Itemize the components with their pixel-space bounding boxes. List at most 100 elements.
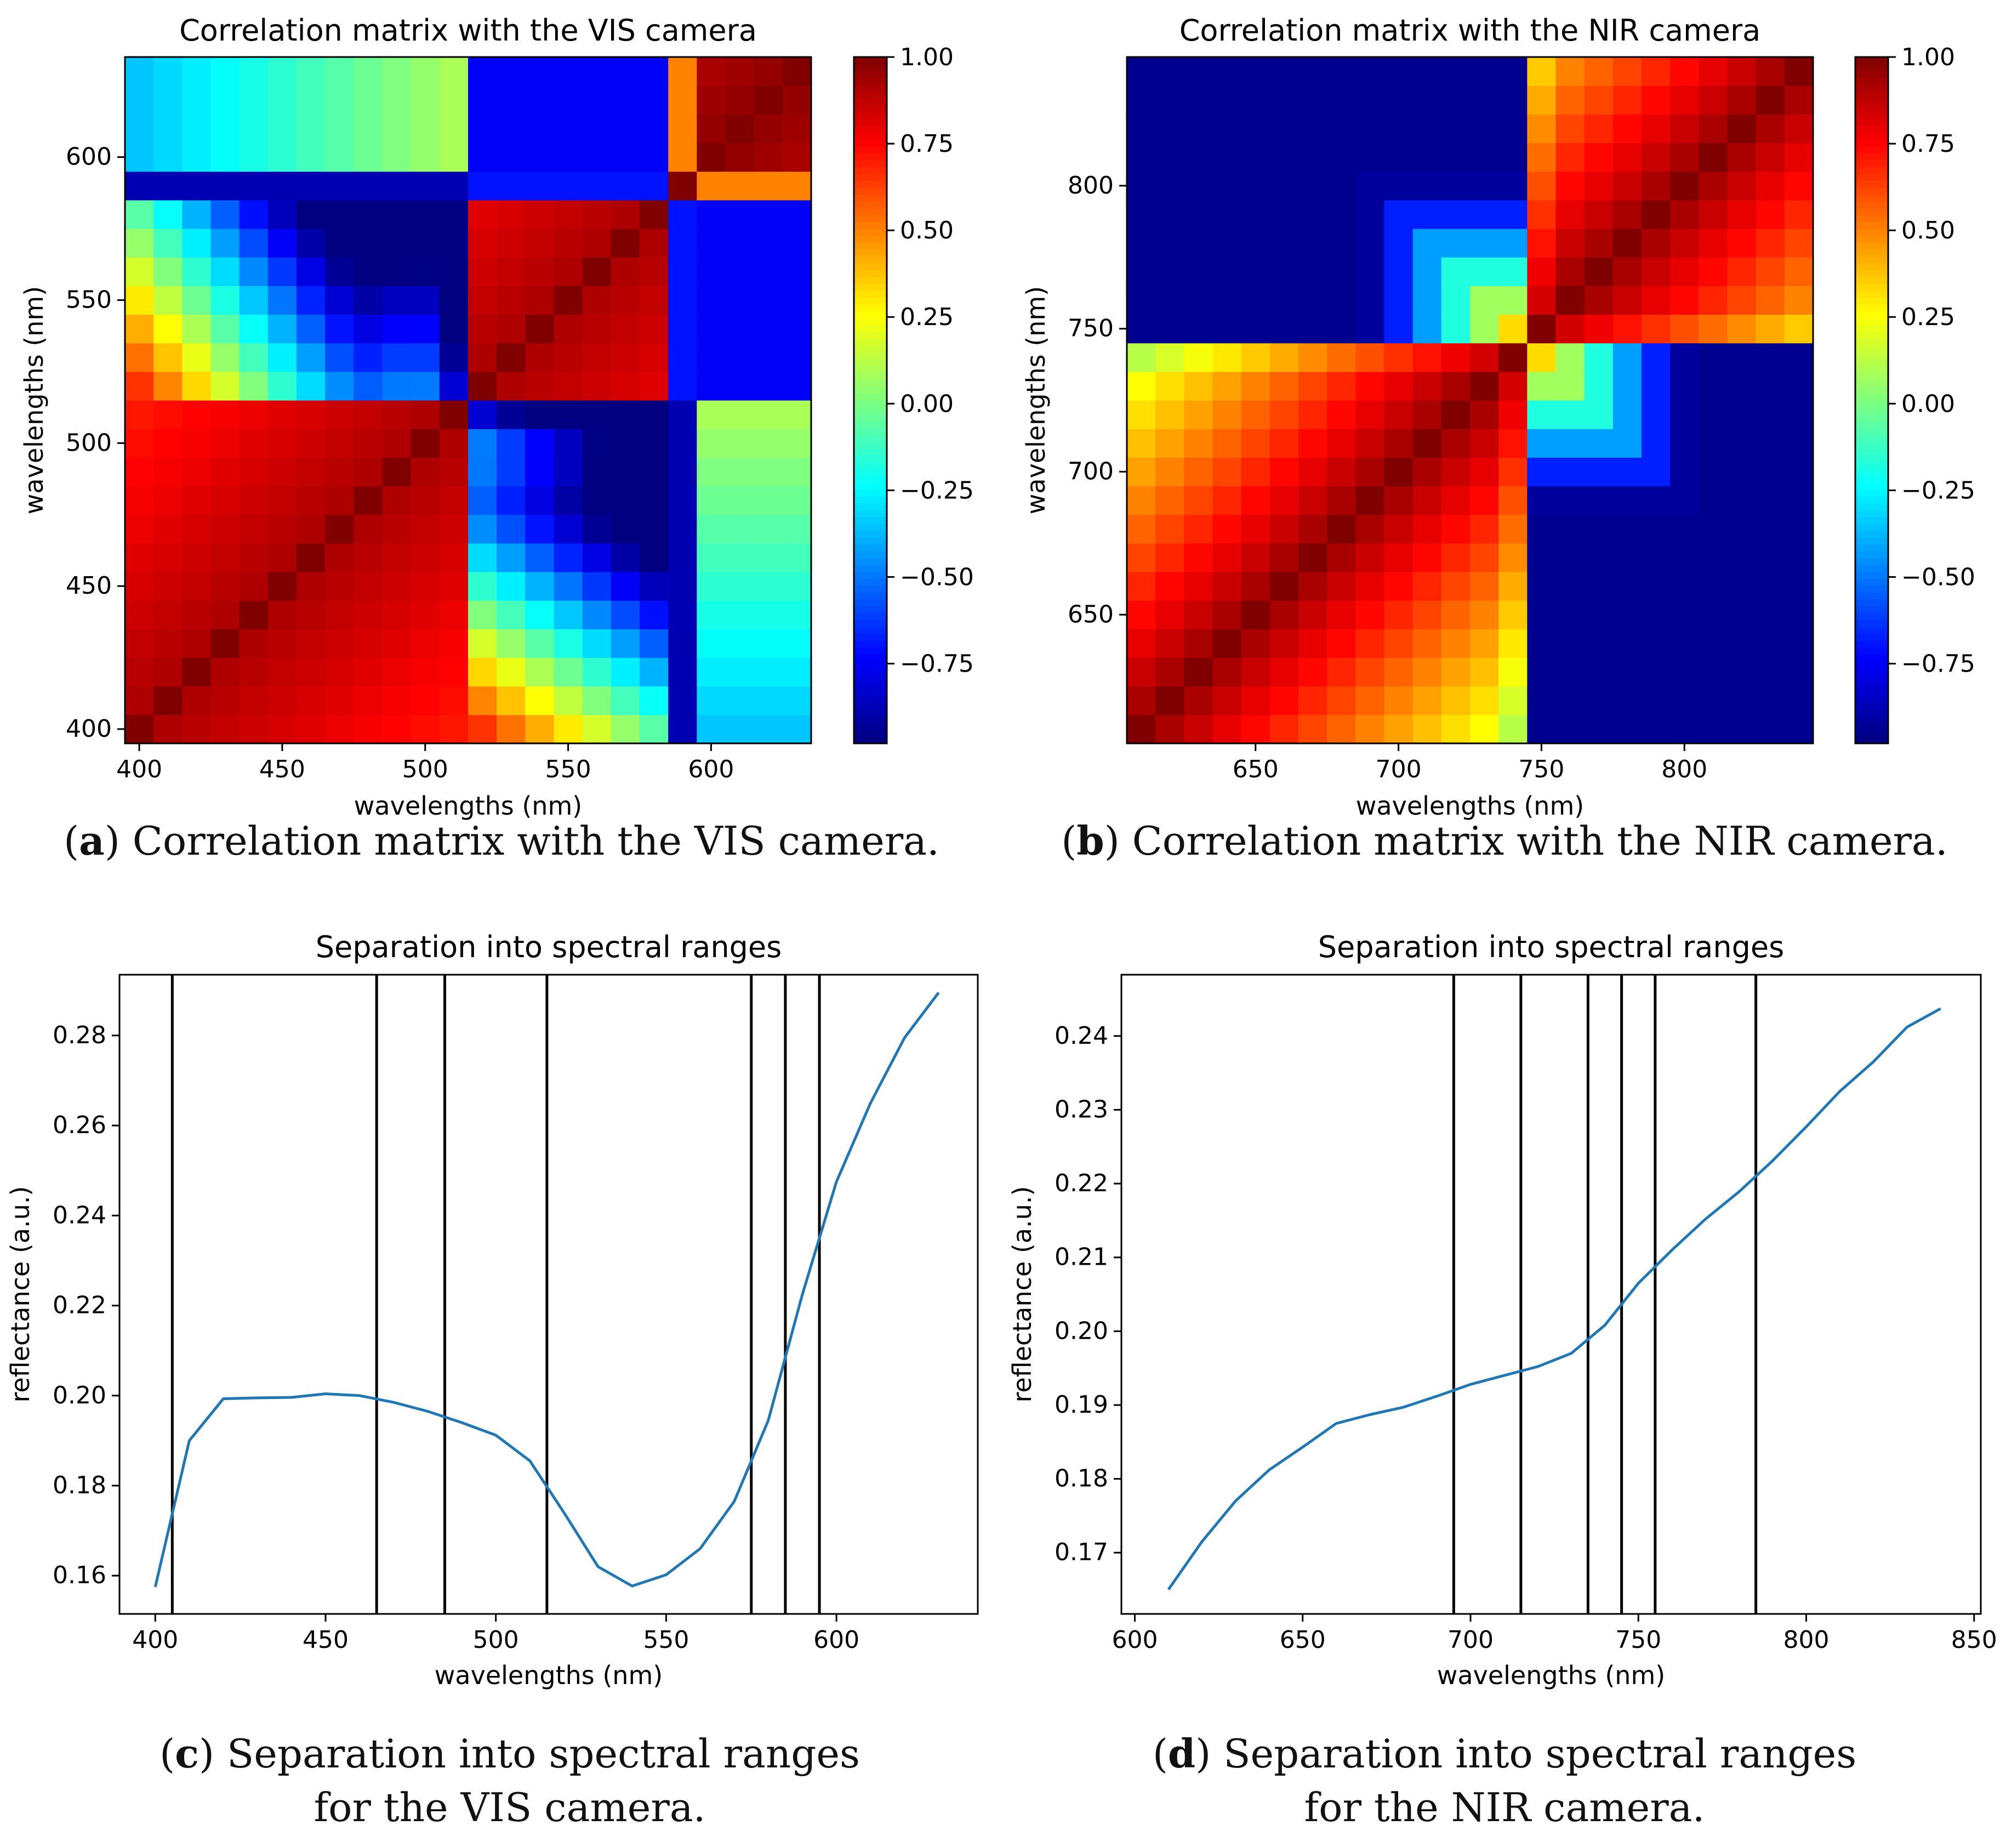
heatmap-cell xyxy=(782,143,812,172)
heatmap-cell xyxy=(1184,429,1213,458)
heatmap-cell xyxy=(1384,572,1414,601)
heatmap-cell xyxy=(1384,257,1414,286)
heatmap-cell xyxy=(267,171,297,201)
heatmap-cell xyxy=(1269,629,1299,658)
heatmap-cell xyxy=(1212,514,1242,544)
heatmap-cell xyxy=(1612,143,1642,172)
y-axis-tick-label: 0.28 xyxy=(53,1021,106,1049)
heatmap-cell xyxy=(697,543,726,572)
colorbar-segment xyxy=(1855,496,1888,504)
heatmap-cell xyxy=(468,229,497,258)
colorbar-segment xyxy=(1855,290,1888,298)
heatmap-cell xyxy=(125,543,154,572)
colorbar-segment xyxy=(854,132,887,140)
heatmap-cell xyxy=(1384,400,1414,429)
heatmap-cell xyxy=(1784,686,1814,715)
heatmap-cell xyxy=(1756,86,1785,115)
y-axis-tick-label: 0.21 xyxy=(1055,1243,1108,1271)
heatmap-cell xyxy=(668,486,697,515)
heatmap-cell xyxy=(1784,371,1814,401)
heatmap-cell xyxy=(267,686,297,715)
heatmap-cell xyxy=(582,200,612,229)
heatmap-cell xyxy=(1127,229,1156,258)
heatmap-cell xyxy=(754,371,783,401)
heatmap-cell xyxy=(582,543,612,572)
colorbar-segment xyxy=(1855,77,1888,85)
heatmap-cell xyxy=(1184,486,1213,515)
heatmap-cell xyxy=(382,171,412,201)
heatmap-cell xyxy=(1642,371,1671,401)
heatmap-cell xyxy=(1412,286,1442,315)
heatmap-cell xyxy=(1555,229,1585,258)
heatmap-cell xyxy=(1441,457,1471,487)
y-axis-tick-label: 700 xyxy=(1068,457,1114,485)
heatmap-cell xyxy=(267,429,297,458)
heatmap-cell xyxy=(1127,686,1156,715)
heatmap-cell xyxy=(1642,200,1671,229)
heatmap-cell xyxy=(611,600,640,629)
heatmap-cell xyxy=(1699,572,1728,601)
colorbar-segment xyxy=(1855,489,1888,497)
heatmap-cell xyxy=(1612,629,1642,658)
heatmap-cell xyxy=(239,286,269,315)
colorbar-segment xyxy=(854,572,887,579)
heatmap-cell xyxy=(1527,629,1557,658)
heatmap-cell xyxy=(1241,572,1270,601)
heatmap-cell xyxy=(1555,657,1585,687)
heatmap-cell xyxy=(1441,629,1471,658)
colorbar-segment xyxy=(1855,187,1888,195)
heatmap-cell xyxy=(1612,600,1642,629)
heatmap-cell xyxy=(1470,486,1499,515)
colorbar-segment xyxy=(1855,304,1888,311)
heatmap-cell xyxy=(1470,457,1499,487)
heatmap-cell xyxy=(1498,314,1528,344)
heatmap-cell xyxy=(125,114,154,144)
heatmap-cell xyxy=(1155,200,1184,229)
heatmap-cell xyxy=(267,200,297,229)
heatmap-cell xyxy=(210,200,240,229)
colorbar-segment xyxy=(854,688,887,696)
heatmap-cell xyxy=(1155,400,1184,429)
heatmap-cell xyxy=(1612,457,1642,487)
heatmap-cell xyxy=(754,657,783,687)
heatmap-cell xyxy=(1298,200,1327,229)
y-axis-tick-label: 500 xyxy=(66,429,112,457)
heatmap-cell xyxy=(1612,200,1642,229)
heatmap-cell xyxy=(1527,686,1557,715)
heatmap-cell xyxy=(411,229,440,258)
heatmap-cell xyxy=(239,600,269,629)
heatmap-cell xyxy=(325,143,354,172)
colorbar-segment xyxy=(854,98,887,106)
heatmap-cell xyxy=(640,514,669,544)
heatmap-cell xyxy=(354,686,383,715)
heatmap-cell xyxy=(611,143,640,172)
colorbar-segment xyxy=(1855,530,1888,538)
heatmap-cell xyxy=(325,114,354,144)
colorbar-segment xyxy=(1855,352,1888,360)
colorbar-tick-label: −0.50 xyxy=(900,563,974,591)
heatmap-cell xyxy=(382,286,412,315)
x-axis-label: wavelengths (nm) xyxy=(435,1661,663,1690)
heatmap-cell xyxy=(297,686,326,715)
heatmap-cell xyxy=(239,686,269,715)
heatmap-cell xyxy=(1498,200,1528,229)
colorbar-segment xyxy=(1855,558,1888,566)
heatmap-cell xyxy=(1555,57,1585,86)
heatmap-cell xyxy=(1269,714,1299,744)
heatmap-cell xyxy=(1184,114,1213,144)
heatmap-cell xyxy=(297,343,326,372)
heatmap-cell xyxy=(1184,200,1213,229)
colorbar-segment xyxy=(1855,270,1888,277)
heatmap-cell xyxy=(1269,200,1299,229)
heatmap-cell xyxy=(1212,629,1242,658)
heatmap-cell xyxy=(1327,57,1356,86)
heatmap-cell xyxy=(725,629,755,658)
heatmap-cell xyxy=(182,57,212,86)
heatmap-cell xyxy=(1184,57,1213,86)
heatmap-cell xyxy=(1298,486,1327,515)
heatmap-cell xyxy=(1642,543,1671,572)
heatmap-cell xyxy=(782,686,812,715)
heatmap-cell xyxy=(297,171,326,201)
heatmap-cell xyxy=(267,314,297,344)
y-axis-label: reflectance (a.u.) xyxy=(1007,1186,1037,1403)
